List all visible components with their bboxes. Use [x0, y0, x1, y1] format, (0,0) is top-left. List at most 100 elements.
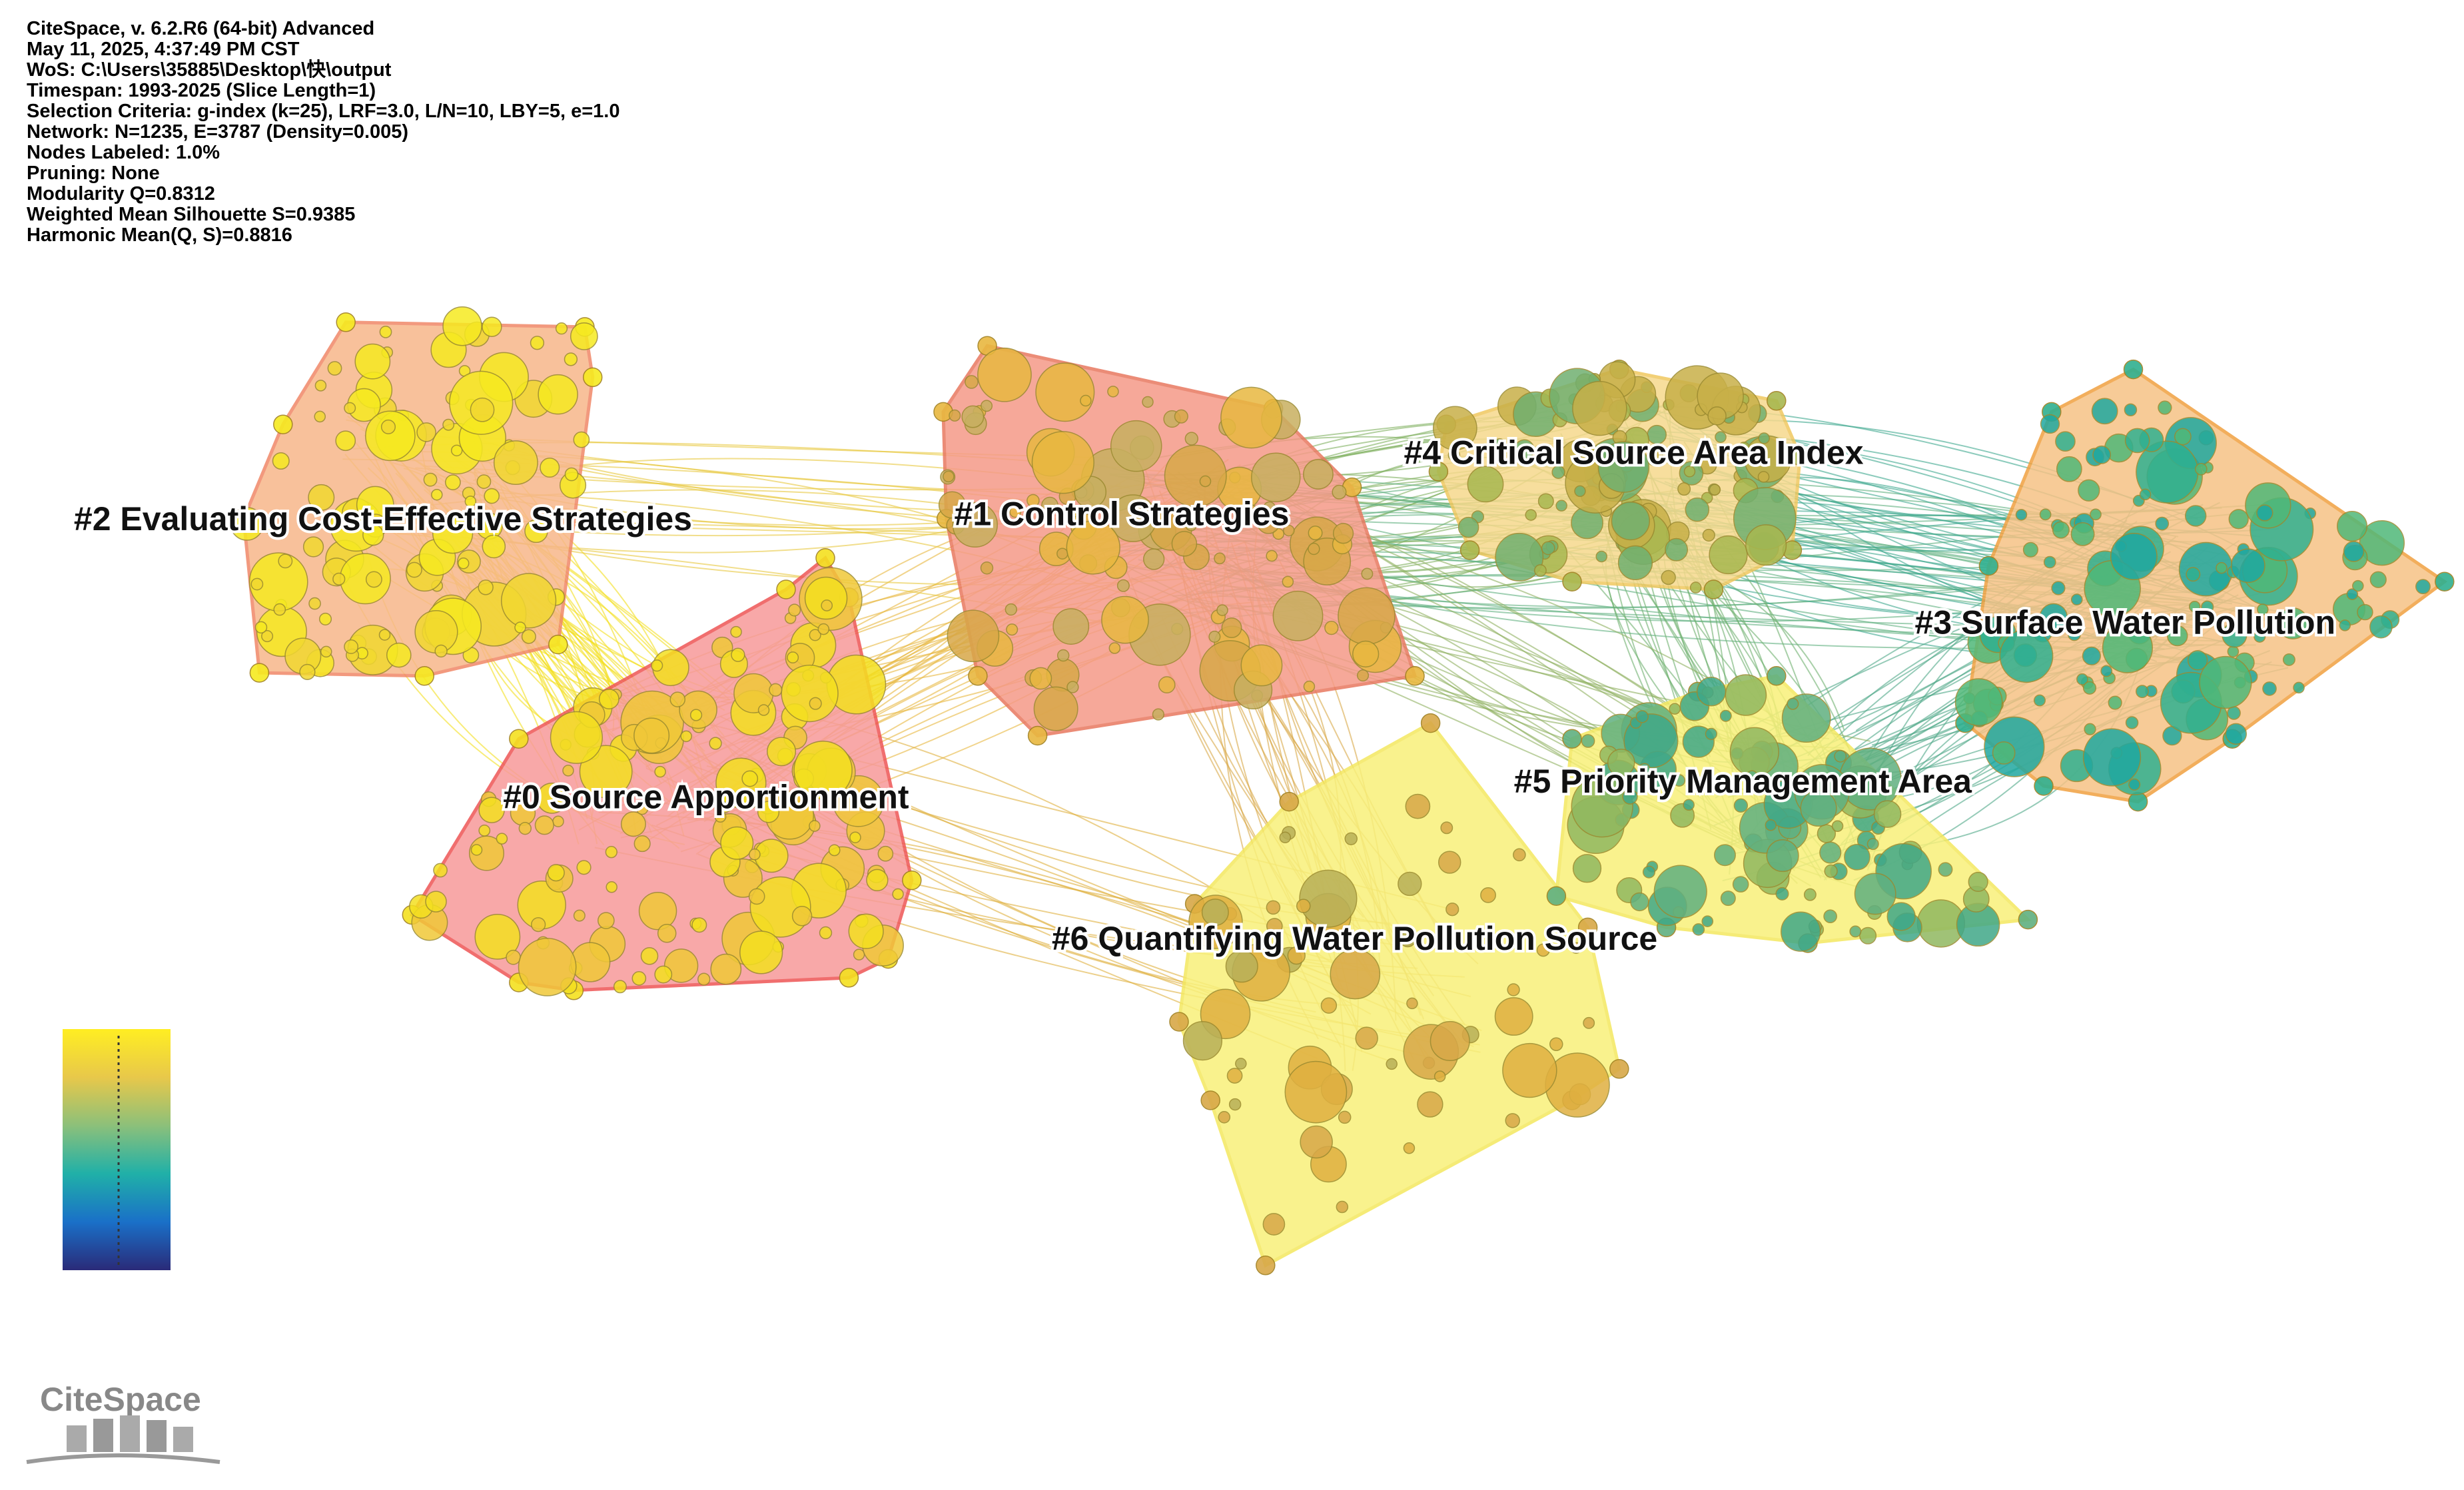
logo-base [26, 1453, 220, 1464]
node [540, 457, 560, 478]
node [1440, 821, 1453, 835]
node [2352, 579, 2364, 592]
node [1597, 441, 1650, 493]
node [1242, 504, 1258, 520]
node [2155, 516, 2170, 531]
node [1272, 590, 1324, 641]
node [710, 953, 742, 985]
node [2034, 776, 2054, 796]
node [2415, 579, 2431, 595]
node [1308, 526, 1323, 541]
node [1282, 575, 1294, 588]
node [1200, 1090, 1220, 1110]
node [320, 645, 332, 658]
node [509, 729, 529, 749]
node [1999, 629, 2054, 683]
node [1262, 1213, 1286, 1236]
node [1158, 676, 1176, 694]
node [1405, 666, 1425, 686]
cluster-label: #4 Critical Source Area Index [1404, 434, 1863, 472]
node [715, 757, 767, 809]
node [1555, 500, 1567, 512]
node [344, 402, 356, 414]
node [1330, 948, 1381, 1000]
node [640, 947, 659, 965]
node [1677, 482, 1691, 496]
node [1400, 931, 1416, 948]
node [651, 659, 663, 672]
node [496, 833, 508, 845]
node [1746, 770, 1759, 783]
node [1225, 950, 1258, 983]
node [606, 881, 617, 893]
node [1009, 506, 1021, 518]
node [809, 820, 821, 832]
node [318, 612, 332, 625]
node [809, 629, 821, 641]
node [423, 472, 438, 487]
node [272, 452, 290, 470]
node [767, 737, 797, 767]
node [530, 917, 546, 932]
node [2078, 479, 2100, 502]
node [380, 419, 396, 434]
node [2015, 509, 2028, 521]
node [442, 418, 455, 431]
node [947, 609, 1000, 663]
node [1352, 640, 1380, 668]
node [2167, 625, 2188, 647]
node [2124, 403, 2138, 417]
node [654, 765, 666, 778]
node [691, 917, 707, 933]
cluster-label: #3 Surface Water Pollution [1914, 604, 2335, 641]
node [1467, 466, 1504, 503]
info-line: CiteSpace, v. 6.2.R6 (64-bit) Advanced [27, 18, 374, 39]
node [1689, 581, 1702, 593]
node [1226, 1068, 1243, 1084]
node [1719, 709, 1732, 722]
node [230, 507, 264, 541]
node [1218, 1111, 1231, 1124]
node [354, 343, 391, 380]
node [1035, 362, 1095, 422]
node [791, 906, 813, 927]
node [1507, 983, 1520, 996]
node [1661, 569, 1676, 585]
node [1954, 678, 2003, 726]
node [1116, 579, 1130, 592]
node [1056, 649, 1070, 662]
node [1459, 540, 1480, 560]
node [1502, 1042, 1557, 1098]
node [1080, 394, 1092, 407]
cluster-hull [1177, 721, 1621, 1268]
node [2357, 603, 2373, 621]
logo-bar [147, 1420, 167, 1452]
node [564, 352, 578, 366]
node [433, 863, 448, 878]
node [1214, 552, 1226, 565]
node [2337, 510, 2368, 542]
node [1495, 532, 1544, 581]
node [250, 577, 264, 591]
node [657, 923, 677, 943]
node [2040, 414, 2060, 434]
node [689, 709, 703, 721]
node [254, 621, 268, 634]
node [739, 931, 783, 974]
node [1220, 386, 1282, 449]
node [534, 815, 554, 835]
node [1709, 535, 1748, 575]
node [1480, 887, 1496, 903]
node [1300, 1125, 1333, 1159]
node [1653, 865, 1707, 919]
node [1299, 869, 1358, 928]
node [1775, 887, 1789, 901]
node [848, 913, 884, 949]
node [1110, 420, 1162, 472]
node [2128, 778, 2141, 791]
node [968, 666, 988, 686]
node [680, 730, 692, 743]
node [1033, 686, 1078, 731]
node [2039, 508, 2052, 521]
